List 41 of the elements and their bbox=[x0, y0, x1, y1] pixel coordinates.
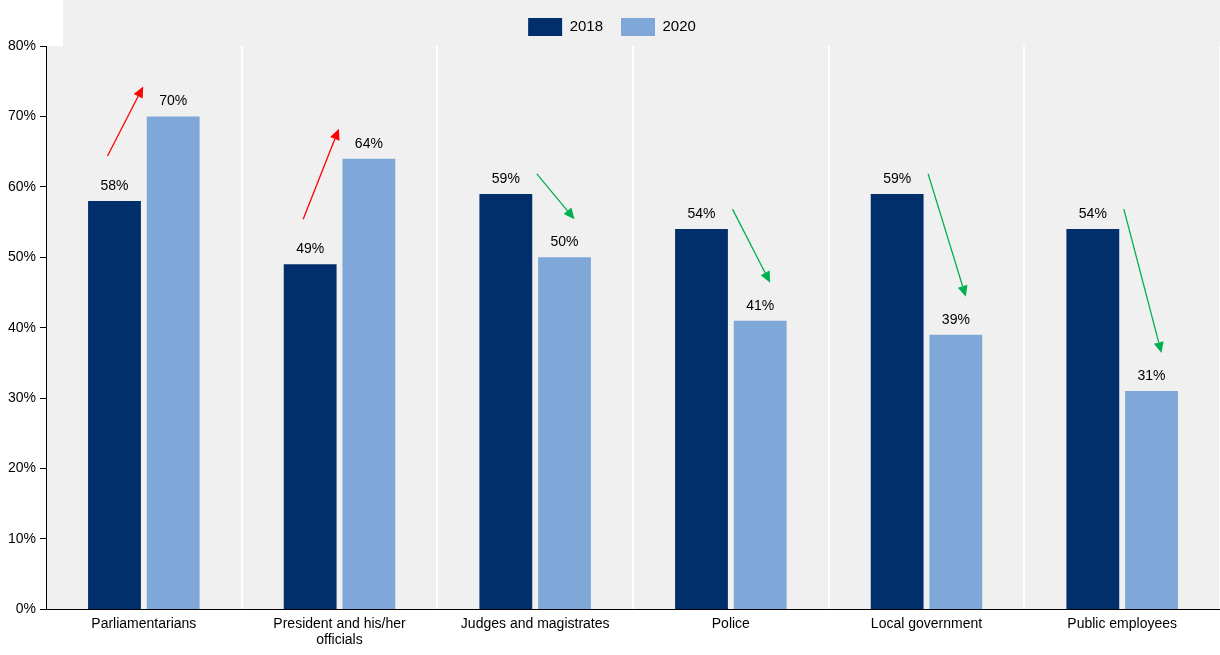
bar bbox=[283, 264, 337, 609]
x-tick-label: President and his/her officials bbox=[273, 614, 406, 648]
text: 58% bbox=[100, 176, 129, 193]
text: 54% bbox=[1078, 204, 1107, 221]
text: 64% bbox=[354, 134, 383, 151]
legend-label: 2018 bbox=[569, 17, 604, 35]
bar bbox=[1125, 391, 1178, 609]
text: 70% bbox=[159, 92, 188, 109]
y-tick-label: 0% bbox=[15, 600, 37, 617]
text: 41% bbox=[746, 296, 775, 313]
text: 49% bbox=[296, 240, 325, 257]
x-tick-label: Local government bbox=[870, 614, 983, 631]
text: 59% bbox=[491, 169, 520, 186]
text: 54% bbox=[687, 204, 716, 221]
y-tick-label: 20% bbox=[7, 459, 37, 476]
y-tick-label: 60% bbox=[7, 177, 37, 194]
bar bbox=[146, 116, 200, 609]
y-tick-label: 30% bbox=[7, 388, 37, 405]
bar bbox=[1066, 229, 1120, 609]
text: 59% bbox=[883, 169, 912, 186]
x-tick-label: Public employees bbox=[1067, 614, 1178, 631]
bar bbox=[929, 334, 983, 609]
bar bbox=[870, 193, 924, 609]
y-tick-label: 50% bbox=[7, 248, 37, 265]
text: 50% bbox=[550, 233, 579, 250]
bar bbox=[538, 257, 591, 609]
bar bbox=[675, 229, 728, 609]
bar bbox=[342, 158, 396, 609]
y-tick-label: 40% bbox=[7, 318, 37, 335]
y-tick-label: 10% bbox=[7, 529, 37, 546]
bar bbox=[88, 200, 141, 609]
x-tick-label: Police bbox=[711, 614, 751, 631]
legend-label: 2020 bbox=[662, 17, 696, 35]
bar bbox=[733, 320, 787, 609]
text: 31% bbox=[1137, 366, 1166, 383]
y-tick-label: 80% bbox=[7, 36, 37, 53]
text: 39% bbox=[941, 310, 970, 327]
x-tick-label: Judges and magistrates bbox=[460, 614, 610, 631]
y-tick-label: 70% bbox=[7, 107, 37, 124]
bar bbox=[479, 193, 533, 609]
x-tick-label: Parliamentarians bbox=[91, 614, 197, 631]
